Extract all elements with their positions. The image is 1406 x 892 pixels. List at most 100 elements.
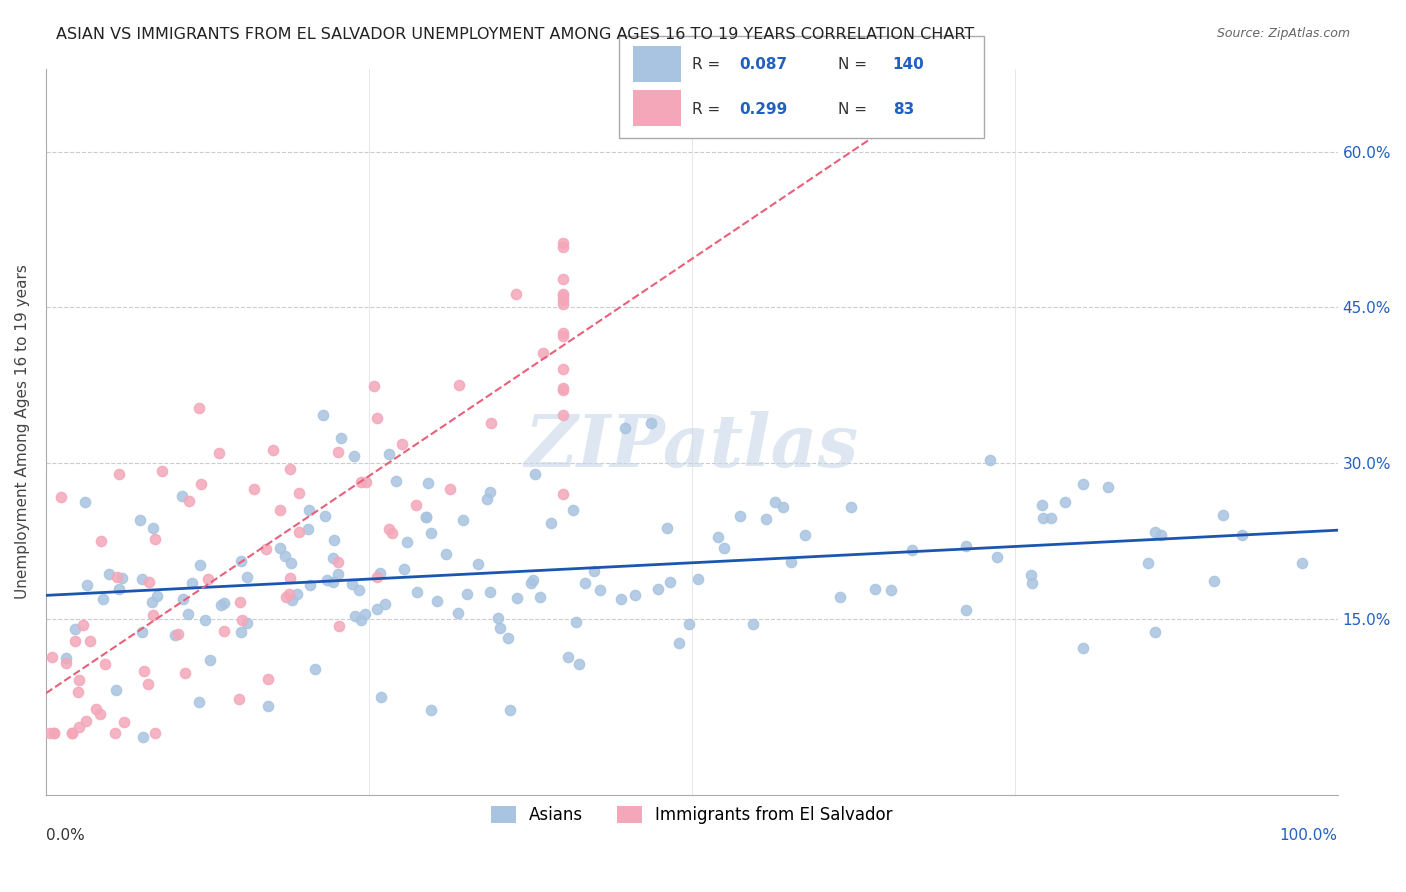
Point	[280, 572, 302, 586]
Point	[278, 462, 301, 476]
Point	[564, 615, 586, 630]
Point	[172, 489, 194, 503]
Point	[299, 578, 322, 592]
Point	[505, 591, 527, 606]
Point	[344, 609, 367, 624]
Point	[347, 583, 370, 598]
Point	[150, 464, 173, 478]
Text: 0.0%: 0.0%	[46, 828, 84, 843]
Point	[551, 408, 574, 422]
Point	[198, 653, 221, 667]
Point	[551, 384, 574, 398]
Point	[366, 569, 388, 583]
Point	[955, 603, 977, 617]
Point	[60, 726, 83, 740]
Point	[467, 557, 489, 571]
Text: R =: R =	[692, 57, 725, 72]
Point	[1291, 556, 1313, 570]
Point	[297, 522, 319, 536]
Point	[396, 534, 419, 549]
Point	[1032, 510, 1054, 524]
Point	[297, 503, 319, 517]
Text: 0.087: 0.087	[740, 57, 787, 72]
Point	[285, 587, 308, 601]
Point	[489, 621, 512, 635]
Point	[439, 482, 461, 496]
Point	[131, 624, 153, 639]
Point	[288, 486, 311, 500]
Text: 100.0%: 100.0%	[1279, 828, 1337, 843]
Point	[498, 631, 520, 645]
Point	[1144, 525, 1167, 540]
Point	[142, 607, 165, 622]
Point	[104, 726, 127, 740]
Text: 140: 140	[893, 57, 925, 72]
Point	[138, 677, 160, 691]
Bar	[633, 45, 681, 82]
Point	[107, 570, 129, 584]
Point	[107, 467, 129, 482]
Point	[60, 726, 83, 740]
Point	[274, 549, 297, 564]
Point	[315, 573, 337, 587]
Point	[659, 575, 682, 590]
Point	[257, 699, 280, 714]
Point	[280, 556, 302, 570]
Point	[688, 572, 710, 586]
Point	[69, 673, 91, 687]
Point	[1021, 576, 1043, 591]
Point	[65, 622, 87, 636]
Point	[235, 616, 257, 631]
Point	[772, 500, 794, 515]
Point	[986, 550, 1008, 565]
Point	[146, 589, 169, 603]
Point	[39, 726, 62, 740]
Point	[370, 566, 392, 580]
Point	[143, 726, 166, 740]
Point	[312, 408, 335, 422]
Point	[326, 445, 349, 459]
Point	[728, 508, 751, 523]
Point	[574, 575, 596, 590]
Point	[281, 593, 304, 607]
Point	[707, 530, 730, 544]
Point	[394, 562, 416, 576]
Point	[322, 574, 344, 589]
Point	[314, 508, 336, 523]
Point	[44, 726, 66, 740]
Point	[179, 494, 201, 508]
Point	[551, 329, 574, 343]
Point	[330, 431, 353, 445]
Point	[89, 707, 111, 722]
Point	[979, 453, 1001, 467]
Point	[551, 296, 574, 310]
Point	[499, 703, 522, 717]
Point	[242, 482, 264, 496]
Point	[624, 588, 647, 602]
Point	[583, 565, 606, 579]
Point	[478, 484, 501, 499]
Point	[486, 610, 509, 624]
Point	[79, 634, 101, 648]
Point	[197, 572, 219, 586]
Point	[610, 592, 633, 607]
Point	[378, 522, 401, 536]
Point	[143, 532, 166, 546]
Text: 0.299: 0.299	[740, 102, 787, 117]
Point	[955, 539, 977, 553]
Point	[55, 656, 77, 670]
Point	[91, 592, 114, 607]
Point	[522, 573, 544, 587]
Point	[76, 578, 98, 592]
Point	[451, 513, 474, 527]
Point	[350, 613, 373, 627]
Point	[107, 582, 129, 596]
Point	[177, 607, 200, 621]
Point	[1150, 528, 1173, 542]
Point	[647, 582, 669, 597]
Point	[1019, 568, 1042, 582]
Point	[42, 726, 65, 740]
Point	[1144, 624, 1167, 639]
Point	[190, 476, 212, 491]
Point	[551, 288, 574, 302]
